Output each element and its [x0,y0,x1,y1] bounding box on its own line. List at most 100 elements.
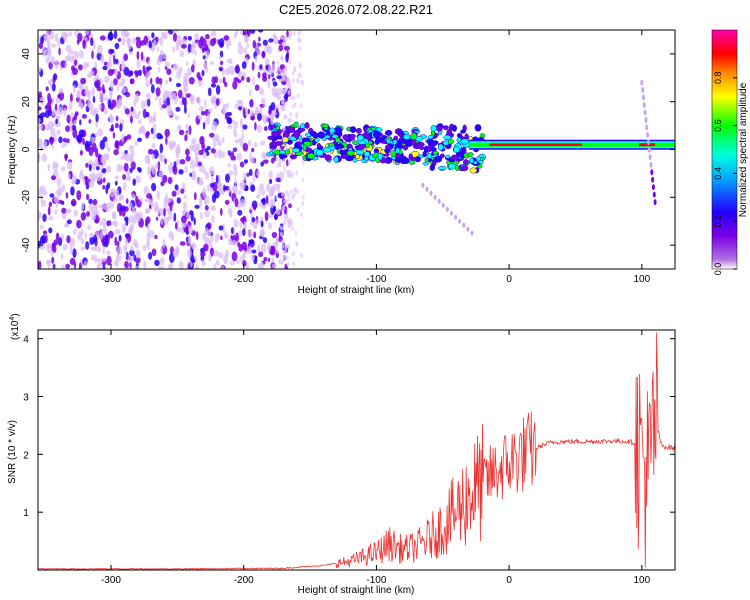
spectrogram-noise-blob [101,168,107,174]
spectrogram-noise-blob [205,151,210,157]
spectrogram-noise-blob [113,197,118,203]
spectrogram-noise-blob [65,263,70,269]
spectrogram-noise-blob [129,223,135,231]
spectrogram-noise-blob [123,162,129,172]
spectrogram-noise-blob [205,116,211,125]
spectrogram-noise-blob [79,119,82,126]
spectrogram-noise-blob [60,253,64,260]
spectrogram-noise-blob [230,151,235,161]
spectrogram-noise-blob [57,106,64,116]
spectrogram-band-blob [293,121,299,129]
spectrogram-noise-blob [154,234,158,240]
spectrogram-band-blob [414,156,421,163]
spectrogram-noise-blob [242,107,246,117]
spectrogram-noise-blob [249,156,255,164]
spectrogram-noise-blob [118,196,122,202]
spectrogram-band-blob [280,154,288,159]
snr-x-ticks: -300 -200 -100 0 100 [101,330,651,586]
spectrogram-noise-blob [211,30,217,37]
spectrogram-noise-blob [139,197,143,203]
spectrogram-noise-blob [197,161,202,167]
spectrogram-noise-blob [276,75,283,80]
snr-series-line [38,332,675,570]
spectrogram-noise-blob [201,142,206,151]
spectrogram-noise-blob [45,86,49,92]
spectrogram-noise-blob [275,195,279,201]
spectrogram-noise-blob [178,129,185,136]
spectrogram-streak-blob [652,191,656,198]
spectrogram-noise-blob [222,76,226,84]
spectrogram-noise-blob [102,136,108,143]
spectrogram-band-blob [408,160,416,165]
spectrogram-noise-blob [269,68,274,76]
spectrogram-noise-blob [38,152,41,162]
spectrogram-noise-blob [267,45,273,55]
spectrogram-noise-blob [161,104,168,109]
spectrogram-noise-blob [133,70,139,75]
spectrogram-noise-blob [46,102,52,110]
spectrogram-noise-blob [85,30,90,35]
spectrogram-band-blob [271,131,280,138]
spectrogram-streak-blob [643,109,647,116]
spectrogram-band-blob [270,124,277,129]
spectrogram-noise-blob [185,212,190,220]
spectrogram-band-blob [349,136,355,141]
spectrogram-noise-blob [105,141,109,149]
spectrogram-noise-blob [215,260,220,266]
spectrogram-noise-blob [80,246,86,251]
spectrogram-noise-blob [115,115,119,122]
spectrogram-streak-blob [642,102,646,108]
spectrogram-noise-blob [43,34,48,40]
spectrogram-noise-blob [68,101,73,110]
spectrogram-noise-blob [180,188,185,194]
spectrogram-noise-blob [269,187,275,196]
spectrogram-noise-blob [206,146,211,151]
spectrogram-streak-blob [651,184,655,191]
spectrogram-noise-blob [40,36,44,45]
spectrogram-noise-blob [193,217,196,226]
spectrogram-noise-blob [51,122,57,127]
spectrogram-noise-blob [174,222,178,230]
spectrogram-noise-blob [82,137,85,145]
spectrogram-noise-blob [102,225,107,234]
spectrogram-noise-blob [108,220,112,226]
spectrogram-noise-blob [134,140,139,147]
spectrogram-band-blob [349,126,357,133]
spectrogram-noise-blob [233,167,238,177]
spectrogram-noise-blob [158,97,162,106]
spectrogram-noise-blob [164,128,170,138]
spectrogram-band-blob [345,155,354,162]
spectrogram-noise-blob [174,95,178,105]
spectrogram-band-blob [289,154,297,160]
spectrogram-noise-blob [298,72,301,78]
spectrogram-noise-blob [84,232,87,239]
spectrogram-band-blob [456,133,463,138]
spectrogram-noise-blob [239,161,245,168]
spectrogram-noise-blob [184,134,188,142]
spectrogram-noise-blob [148,230,155,238]
spectrogram-noise-blob [287,118,292,123]
spectrogram-noise-blob [97,246,102,253]
spectrogram-noise-blob [84,89,91,98]
spectrogram-band-blob [267,135,274,140]
spectrogram-noise-blob [237,209,243,216]
spectrogram-x-tick-label: -300 [101,274,121,285]
spectrogram-noise-blob [102,177,106,183]
spectrogram-noise-blob [52,263,56,269]
spectrogram-noise-blob [135,36,141,41]
spectrogram-noise-blob [280,231,283,237]
spectrogram-noise-blob [88,163,92,172]
spectrogram-noise-blob [258,186,261,197]
spectrogram-noise-blob [155,87,161,97]
spectrogram-noise-blob [69,124,73,133]
spectrogram-noise-blob [42,213,47,222]
spectrogram-noise-blob [223,35,230,41]
spectrogram-noise-blob [99,171,103,179]
spectrogram-noise-blob [165,79,169,85]
spectrogram-noise-blob [286,169,292,178]
spectrogram-noise-blob [82,61,88,70]
spectrogram-noise-blob [114,180,118,186]
spectrogram-noise-blob [218,78,224,84]
spectrogram-noise-blob [61,142,65,148]
